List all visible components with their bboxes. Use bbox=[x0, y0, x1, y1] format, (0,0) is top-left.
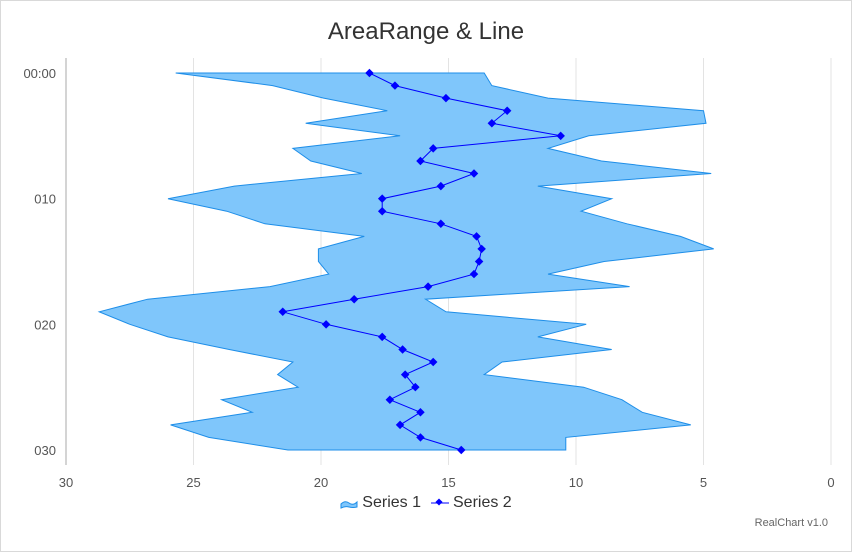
line-point bbox=[395, 420, 405, 430]
line-point bbox=[278, 307, 287, 317]
line-point bbox=[377, 206, 387, 216]
line-point bbox=[390, 81, 400, 90]
line-point bbox=[411, 382, 420, 392]
line-point bbox=[416, 408, 425, 417]
legend-item-series-2[interactable]: Series 2 bbox=[431, 494, 512, 512]
line-point bbox=[349, 294, 359, 304]
y-tick-label: 15 bbox=[441, 475, 455, 490]
line-point bbox=[428, 357, 438, 367]
legend-area-icon bbox=[340, 500, 358, 509]
legend: Series 1 Series 2 bbox=[0, 494, 852, 512]
line-point bbox=[487, 119, 497, 128]
line-point bbox=[502, 106, 512, 115]
line-point bbox=[416, 156, 425, 166]
line-point bbox=[377, 194, 387, 203]
line-point bbox=[469, 269, 479, 279]
line-point bbox=[365, 68, 374, 78]
x-tick-label: 020 bbox=[34, 317, 56, 332]
axis-layer: 30 25 20 15 10 5 0 00:00 010 020 030 bbox=[23, 58, 835, 490]
y-tick-label: 25 bbox=[186, 475, 200, 490]
line-point bbox=[416, 433, 425, 442]
legend-line-icon bbox=[431, 498, 449, 506]
area-range-series-1 bbox=[97, 72, 714, 451]
line-point bbox=[385, 395, 395, 404]
line-point bbox=[400, 370, 410, 379]
x-tick-label: 010 bbox=[34, 192, 56, 207]
x-tick-label: 00:00 bbox=[23, 66, 56, 81]
line-point bbox=[321, 320, 331, 329]
line-point bbox=[474, 257, 484, 266]
line-point bbox=[398, 345, 407, 354]
line-point bbox=[436, 181, 446, 191]
legend-label-series-1: Series 1 bbox=[362, 494, 421, 511]
x-tick-label: 030 bbox=[34, 443, 56, 458]
line-point bbox=[457, 445, 466, 455]
y-tick-label: 20 bbox=[314, 475, 328, 490]
y-tick-label: 0 bbox=[827, 475, 834, 490]
line-layer bbox=[278, 68, 565, 455]
area-layer bbox=[97, 72, 714, 451]
line-point bbox=[469, 169, 479, 178]
chart-title: AreaRange & Line bbox=[327, 18, 525, 45]
line-point bbox=[436, 219, 446, 229]
legend-label-series-2: Series 2 bbox=[453, 494, 512, 511]
y-tick-label: 5 bbox=[700, 475, 707, 490]
line-point bbox=[441, 93, 451, 103]
line-point bbox=[472, 232, 481, 241]
credit-label: RealChart v1.0 bbox=[754, 517, 828, 529]
y-tick-label: 30 bbox=[59, 475, 73, 490]
line-point bbox=[377, 332, 387, 342]
y-tick-label: 10 bbox=[569, 475, 583, 490]
legend-item-series-1[interactable]: Series 1 bbox=[340, 494, 421, 512]
line-point bbox=[423, 282, 433, 291]
line-point bbox=[477, 244, 486, 254]
line-point bbox=[428, 144, 438, 153]
